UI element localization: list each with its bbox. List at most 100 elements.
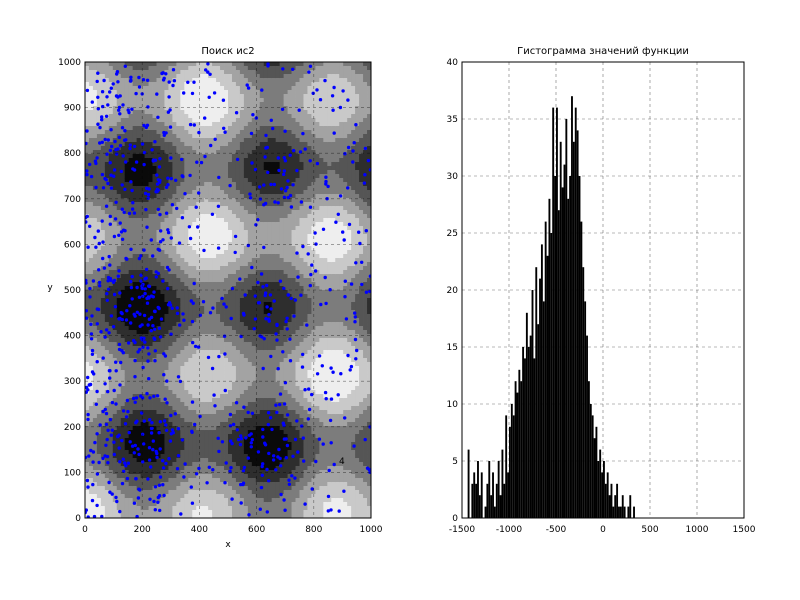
contour-cell xyxy=(144,510,149,515)
contour-cell xyxy=(120,474,126,479)
contour-cell xyxy=(228,286,233,291)
contour-cell xyxy=(156,254,161,259)
contour-cell xyxy=(168,178,173,183)
contour-cell xyxy=(116,354,122,359)
contour-cell xyxy=(176,338,181,343)
contour-cell xyxy=(216,254,221,259)
contour-cell xyxy=(196,218,201,223)
contour-cell xyxy=(212,434,217,439)
contour-cell xyxy=(156,282,161,287)
contour-cell xyxy=(200,74,205,79)
contour-cell xyxy=(104,78,110,83)
contour-cell xyxy=(156,226,161,231)
contour-cell xyxy=(243,186,249,191)
contour-cell xyxy=(100,394,106,399)
contour-cell xyxy=(239,74,245,79)
contour-cell xyxy=(228,370,233,375)
contour-cell xyxy=(160,186,165,191)
contour-cell xyxy=(180,142,185,147)
contour-cell xyxy=(100,270,106,275)
contour-cell xyxy=(231,502,237,507)
contour-cell xyxy=(152,494,157,499)
contour-cell xyxy=(112,286,118,291)
contour-cell xyxy=(96,374,102,379)
contour-cell xyxy=(231,74,237,79)
contour-cell xyxy=(196,102,201,107)
contour-cell xyxy=(160,426,165,431)
contour-cell xyxy=(212,338,217,343)
contour-cell xyxy=(136,470,142,475)
contour-cell xyxy=(251,346,257,351)
contour-cell xyxy=(140,426,145,431)
contour-cell xyxy=(212,82,217,87)
contour-cell xyxy=(85,490,90,495)
contour-cell xyxy=(168,138,173,143)
contour-cell xyxy=(243,498,249,503)
contour-cell xyxy=(144,278,149,283)
contour-cell xyxy=(140,362,145,367)
contour-cell xyxy=(140,98,145,103)
contour-cell xyxy=(176,434,181,439)
contour-cell xyxy=(247,202,253,207)
contour-cell xyxy=(168,270,173,275)
contour-cell xyxy=(212,194,217,199)
contour-cell xyxy=(228,158,233,163)
contour-cell xyxy=(156,106,161,111)
contour-cell xyxy=(124,362,130,367)
contour-cell xyxy=(243,358,249,363)
contour-cell xyxy=(96,238,102,243)
contour-cell xyxy=(116,502,122,507)
contour-cell xyxy=(108,106,114,111)
contour-cell xyxy=(255,86,261,91)
contour-cell xyxy=(255,190,261,195)
contour-cell xyxy=(231,406,237,411)
contour-cell xyxy=(188,214,193,219)
contour-cell xyxy=(88,86,94,91)
contour-cell xyxy=(172,318,177,323)
contour-cell xyxy=(92,194,98,199)
contour-cell xyxy=(235,414,241,419)
contour-cell xyxy=(204,474,209,479)
contour-cell xyxy=(156,474,161,479)
contour-cell xyxy=(184,426,189,431)
contour-cell xyxy=(208,258,213,263)
contour-cell xyxy=(220,206,225,211)
contour-cell xyxy=(220,490,225,495)
contour-cell xyxy=(247,334,253,339)
contour-cell xyxy=(224,202,229,207)
contour-cell xyxy=(200,434,205,439)
contour-cell xyxy=(168,510,173,515)
contour-cell xyxy=(148,102,153,107)
contour-cell xyxy=(231,426,237,431)
contour-cell xyxy=(136,450,142,455)
contour-cell xyxy=(216,370,221,375)
contour-cell xyxy=(85,82,90,87)
contour-cell xyxy=(224,258,229,263)
contour-cell xyxy=(200,250,205,255)
contour-cell xyxy=(235,366,241,371)
contour-cell xyxy=(96,342,102,347)
contour-cell xyxy=(231,486,237,491)
contour-cell xyxy=(144,110,149,115)
contour-cell xyxy=(200,466,205,471)
contour-cell xyxy=(164,362,169,367)
contour-cell xyxy=(212,438,217,443)
contour-cell xyxy=(176,122,181,127)
contour-cell xyxy=(112,486,118,491)
contour-cell xyxy=(156,130,161,135)
contour-cell xyxy=(192,410,197,415)
contour-cell xyxy=(216,258,221,263)
contour-cell xyxy=(164,122,169,127)
contour-cell xyxy=(136,110,142,115)
contour-cell xyxy=(212,114,217,119)
contour-cell xyxy=(208,122,213,127)
contour-cell xyxy=(251,354,257,359)
contour-cell xyxy=(208,418,213,423)
contour-cell xyxy=(168,498,173,503)
contour-cell xyxy=(116,230,122,235)
contour-cell xyxy=(255,182,261,187)
contour-cell xyxy=(108,230,114,235)
contour-cell xyxy=(88,266,94,271)
contour-cell xyxy=(120,70,126,75)
contour-cell xyxy=(180,358,185,363)
